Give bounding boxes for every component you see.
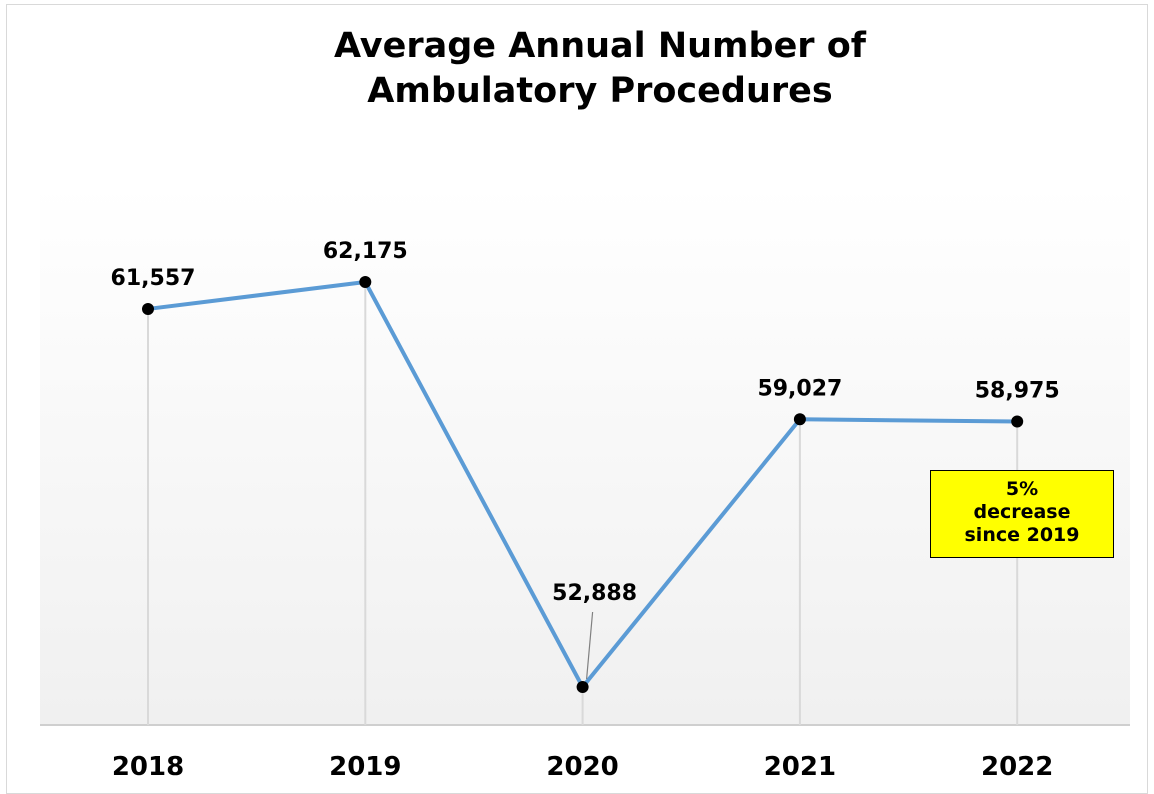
data-label-2019: 62,175 [323, 239, 408, 264]
data-label-2022: 58,975 [975, 379, 1060, 404]
data-point-2022 [1011, 415, 1024, 428]
callout-line-2: decrease [973, 501, 1071, 523]
callout-line-1: 5% [1005, 478, 1039, 500]
x-tick-label-2020: 2020 [546, 752, 618, 782]
data-label-leader-line [586, 611, 594, 680]
x-tick-label-2022: 2022 [981, 752, 1053, 782]
data-point-2019 [359, 276, 372, 288]
data-point-2021 [793, 413, 806, 426]
chart-title: Average Annual Number of Ambulatory Proc… [0, 24, 1154, 114]
plot-area [40, 185, 1130, 725]
x-tick-label-2019: 2019 [329, 752, 401, 782]
data-label-2021: 59,027 [757, 376, 842, 401]
callout-line-3: since 2019 [964, 524, 1080, 546]
chart-title-line-2: Ambulatory Procedures [367, 71, 833, 111]
data-label-2020: 52,888 [552, 581, 637, 606]
data-point-2018 [142, 302, 154, 315]
decrease-callout: 5% decrease since 2019 [930, 470, 1114, 558]
chart-title-line-1: Average Annual Number of [333, 26, 867, 66]
data-point-2020 [576, 681, 589, 693]
x-tick-label-2021: 2021 [764, 752, 836, 782]
x-tick-label-2018: 2018 [112, 752, 184, 782]
data-label-2018: 61,557 [111, 266, 196, 291]
